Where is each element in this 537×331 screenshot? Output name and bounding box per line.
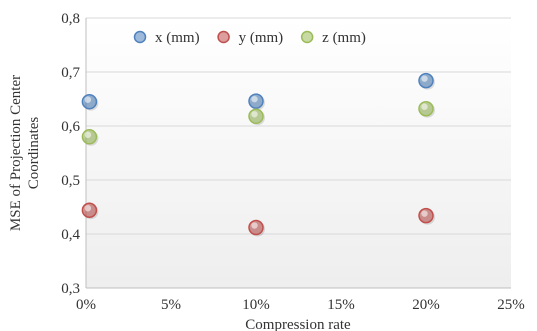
data-points [81,72,435,237]
x-tick-label: 0% [76,297,96,313]
gridlines [86,17,511,235]
legend-label: y (mm) [239,30,284,46]
x-axis-title: Compression rate [245,317,351,331]
y-tick-label: 0,6 [61,119,80,135]
legend-marker [133,30,147,44]
y-axis-title-line-2: Coordinates [26,117,42,190]
point-highlight [84,131,92,138]
point-highlight [251,222,258,229]
y-tick-label: 0,8 [61,11,80,27]
legend: x (mm) y (mm) z (mm) [133,30,366,46]
y-tick-label: 0,7 [61,65,80,81]
point-highlight [421,75,428,82]
axes [85,18,511,289]
point-highlight [421,103,428,110]
point-highlight [421,210,428,217]
legend-marker [217,30,230,44]
tick-labels: 0,3 0,4 0,5 0,6 0,7 0,8 0% 5% 10% 15% 20% 25% [61,11,525,313]
plot-area [86,18,511,288]
legend-label: z (mm) [322,30,366,46]
x-tick-label: 10% [242,297,270,313]
point-highlight [251,111,258,118]
x-tick-label: 20% [412,297,440,313]
y-tick-label: 0,4 [61,227,80,243]
point-highlight [84,96,92,103]
legend-marker [300,30,314,44]
y-axis-title-line-1: MSE of Projection Center [8,75,24,231]
x-tick-label: 15% [327,297,355,313]
y-tick-label: 0,5 [61,173,80,189]
x-tick-label: 25% [497,297,525,313]
legend-label: x (mm) [155,30,200,46]
y-tick-label: 0,3 [61,281,80,297]
point-highlight [251,95,258,103]
x-tick-label: 5% [161,297,181,313]
point-highlight [84,205,92,212]
